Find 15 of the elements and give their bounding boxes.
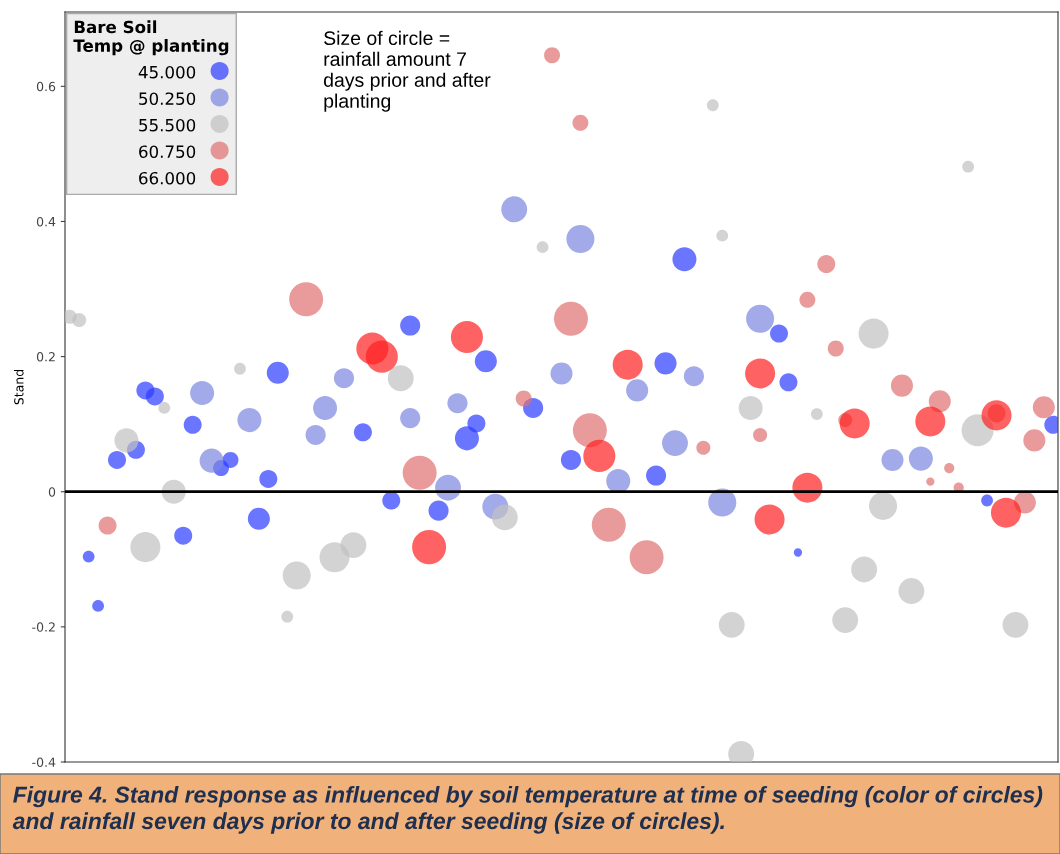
legend-label: 60.750 [139,145,196,158]
legend-label: 50.250 [139,92,196,105]
y-tick-label: -0.2 [32,622,55,632]
legend-label: 66.000 [139,171,196,185]
y-tick-label: -0.4 [32,757,56,767]
y-tick-label: 0.4 [36,216,56,227]
y-tick-label: 0.2 [36,352,55,362]
legend-title: Bare Soil Temp @ planting [73,20,229,56]
y-axis-title: Stand [13,369,24,405]
y-tick-label: 0 [48,487,56,497]
y-tick-label: 0.6 [36,81,56,92]
caption: Figure 4. Stand response as influenced by soil temperature at time of seeding (color of circles) and rainfall seven days prior to and after seeding (size of circles). [12,786,1043,834]
legend-label: 45.000 [138,65,196,79]
annotation: Size of circle = rainfall amount 7 days prior and after planting [324,30,491,112]
legend-label: 55.500 [139,118,196,132]
